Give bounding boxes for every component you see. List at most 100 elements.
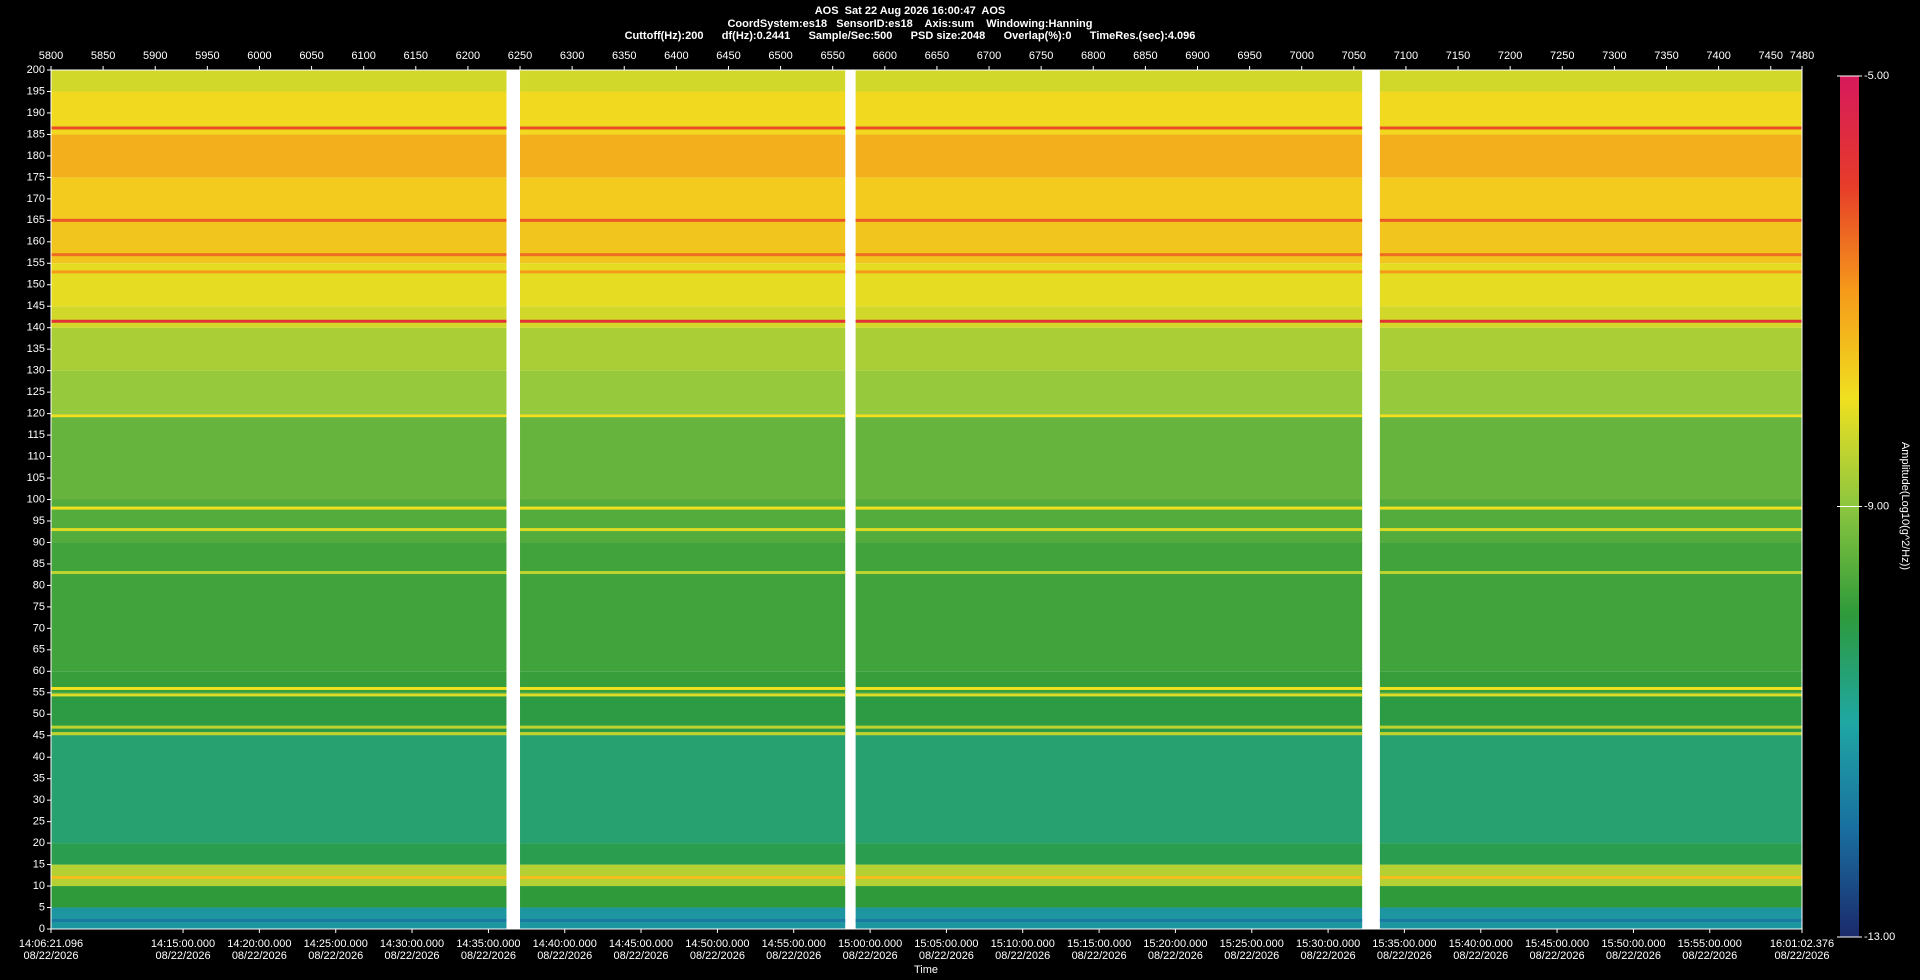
colorbar-tick-label: -5.00	[1864, 70, 1889, 82]
x-bottom-tick-label: 14:45:00.000 08/22/2026	[609, 938, 673, 962]
heat-cell	[1379, 413, 1802, 500]
heat-cell	[855, 692, 1363, 736]
spectral-line	[1379, 126, 1802, 130]
x-bottom-tick-label: 14:50:00.000 08/22/2026	[685, 938, 749, 962]
spectral-line	[51, 270, 507, 274]
spectral-line	[51, 506, 507, 510]
y-tick-label: 170	[27, 193, 45, 205]
heat-cell	[51, 542, 507, 672]
x-top-tick-label: 7450	[1758, 50, 1782, 62]
y-tick-label: 115	[27, 429, 45, 441]
spectral-line	[1379, 693, 1802, 697]
x-top-tick-label: 6950	[1237, 50, 1261, 62]
x-top-tick-label: 5900	[143, 50, 167, 62]
heat-cell	[520, 499, 846, 543]
y-tick-label: 70	[33, 622, 45, 634]
spectral-line	[855, 918, 1363, 922]
y-tick-label: 90	[33, 536, 45, 548]
x-axis-label: Time	[914, 964, 938, 976]
x-bottom-tick-label: 14:20:00.000 08/22/2026	[227, 938, 291, 962]
x-top-tick-label: 6750	[1029, 50, 1053, 62]
heat-cell	[51, 134, 507, 178]
heat-cell	[51, 220, 507, 264]
spectral-line	[520, 270, 846, 274]
y-tick-label: 200	[27, 64, 45, 76]
y-tick-label: 175	[27, 171, 45, 183]
x-top-tick-label: 7200	[1498, 50, 1522, 62]
spectral-line	[520, 875, 846, 879]
y-tick-label: 85	[33, 558, 45, 570]
heat-cell	[855, 306, 1363, 328]
x-top-tick-label: 7150	[1446, 50, 1470, 62]
y-tick-label: 160	[27, 236, 45, 248]
spectral-line	[1379, 725, 1802, 729]
spectral-line	[51, 732, 507, 736]
spectral-line	[855, 126, 1363, 130]
heat-cell	[1379, 370, 1802, 414]
heat-cell	[855, 843, 1363, 865]
heat-cell	[51, 263, 507, 307]
heat-cell	[51, 70, 507, 92]
heat-cell	[51, 177, 507, 221]
spectral-line	[51, 218, 507, 222]
heat-cell	[1379, 692, 1802, 736]
heat-cell	[51, 306, 507, 328]
spectral-line	[51, 528, 507, 532]
heat-cell	[51, 907, 507, 929]
x-bottom-tick-label: 15:40:00.000 08/22/2026	[1449, 938, 1513, 962]
y-tick-label: 10	[33, 880, 45, 892]
y-tick-label: 105	[27, 472, 45, 484]
heat-cell	[51, 843, 507, 865]
x-top-tick-label: 7480	[1790, 50, 1814, 62]
heat-cell	[51, 413, 507, 500]
heat-cell	[1379, 134, 1802, 178]
x-bottom-tick-label: 15:00:00.000 08/22/2026	[838, 938, 902, 962]
spectral-line	[51, 686, 507, 690]
heat-cell	[855, 327, 1363, 371]
heat-cell	[1379, 843, 1802, 865]
heat-cell	[520, 70, 846, 92]
heat-cell	[855, 220, 1363, 264]
x-top-tick-label: 7050	[1342, 50, 1366, 62]
x-top-tick-label: 6150	[404, 50, 428, 62]
y-tick-label: 95	[33, 515, 45, 527]
x-top-tick-label: 6000	[247, 50, 271, 62]
x-bottom-tick-label: 15:25:00.000 08/22/2026	[1220, 938, 1284, 962]
x-bottom-tick-label: 14:06:21.096 08/22/2026	[19, 938, 83, 962]
y-tick-label: 35	[33, 773, 45, 785]
spectral-line	[51, 693, 507, 697]
heat-cell	[1379, 263, 1802, 307]
heat-cell	[855, 370, 1363, 414]
x-top-tick-label: 6350	[612, 50, 636, 62]
heat-cell	[520, 220, 846, 264]
heat-cell	[51, 735, 507, 844]
spectral-line	[855, 732, 1363, 736]
spectral-line	[855, 571, 1363, 575]
spectral-line	[1379, 218, 1802, 222]
y-tick-label: 65	[33, 644, 45, 656]
x-top-tick-label: 7250	[1550, 50, 1574, 62]
heat-cell	[520, 177, 846, 221]
heat-cell	[51, 327, 507, 371]
heat-cell	[855, 886, 1363, 908]
title-line: AOS Sat 22 Aug 2026 16:00:47 AOS	[815, 5, 1006, 17]
y-tick-label: 75	[33, 601, 45, 613]
x-top-tick-label: 6900	[1185, 50, 1209, 62]
spectral-line	[1379, 319, 1802, 323]
spectral-line	[855, 414, 1363, 418]
y-tick-label: 20	[33, 837, 45, 849]
x-top-tick-label: 6050	[299, 50, 323, 62]
x-bottom-tick-label: 14:40:00.000 08/22/2026	[533, 938, 597, 962]
heat-cell	[1379, 327, 1802, 371]
spectral-line	[520, 686, 846, 690]
y-tick-label: 145	[27, 300, 45, 312]
spectral-line	[51, 875, 507, 879]
heat-cell	[1379, 306, 1802, 328]
spectral-line	[520, 528, 846, 532]
spectral-line	[520, 506, 846, 510]
spectral-line	[520, 725, 846, 729]
heat-cell	[1379, 70, 1802, 92]
x-top-tick-label: 7000	[1289, 50, 1313, 62]
x-top-tick-label: 7400	[1706, 50, 1730, 62]
spectral-line	[1379, 571, 1802, 575]
